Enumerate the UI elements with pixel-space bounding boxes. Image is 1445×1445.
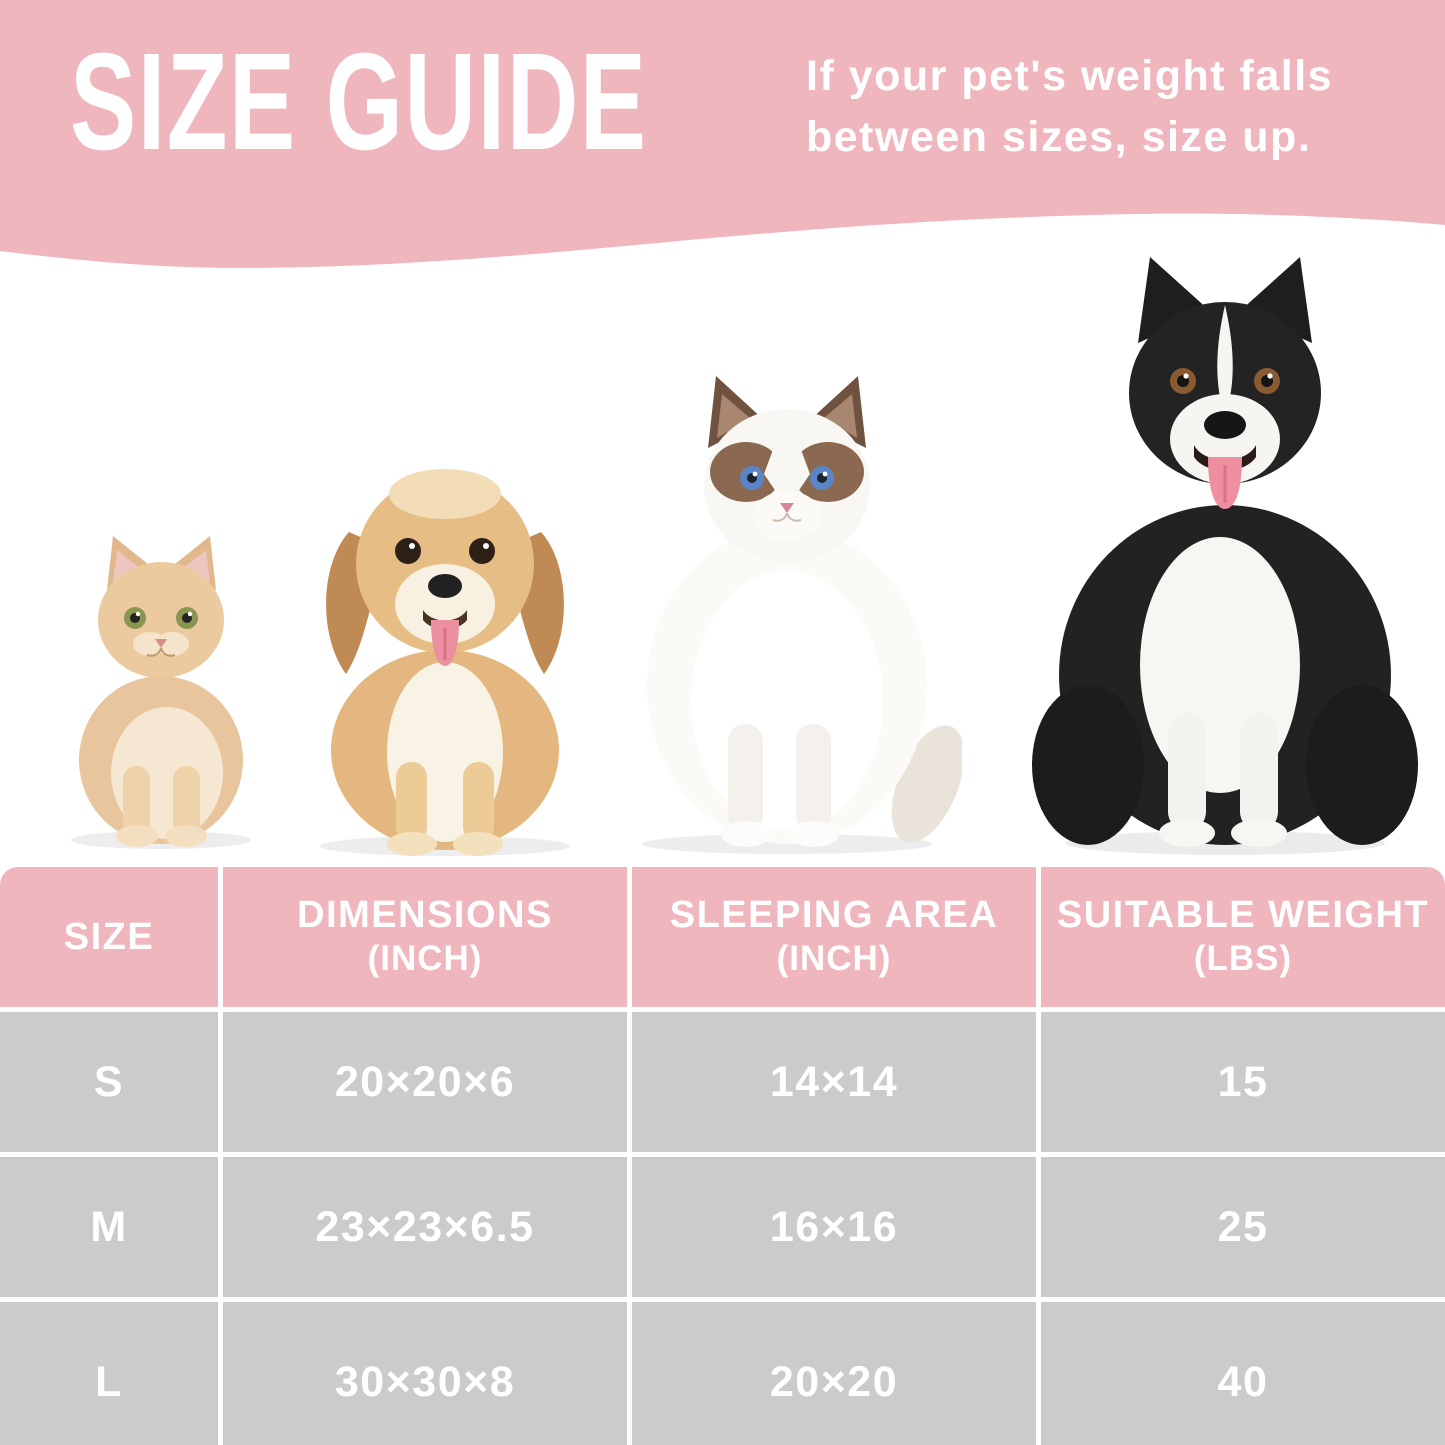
col-header-suitable-weight: SUITABLE WEIGHT (LBS) [1041,867,1445,1007]
col-header-size-label: SIZE [63,916,155,958]
col-header-dimensions-unit: (INCH) [367,939,483,978]
cell-s-dimensions: 20×20×6 [223,1012,627,1152]
pet-size-comparison [71,257,1418,856]
col-header-sleeping-area-unit: (INCH) [776,939,892,978]
cell-s-sleeping-area: 14×14 [632,1012,1036,1152]
col-header-suitable-weight-unit: (LBS) [1193,939,1293,978]
page-title: SIZE GUIDE [70,25,648,179]
banner-wave-background [0,0,1445,268]
size-table: SIZE DIMENSIONS (INCH) SLEEPING AREA (IN… [0,867,1445,1445]
ragdoll-cat-image [642,376,962,854]
cell-l-weight: 40 [1041,1302,1445,1445]
sizing-note: If your pet's weight falls between sizes… [806,46,1333,168]
ginger-cat-image [71,536,251,849]
cell-m-weight: 25 [1041,1157,1445,1297]
col-header-dimensions-label: DIMENSIONS [297,894,553,936]
cell-l-dimensions: 30×30×8 [223,1302,627,1445]
tan-puppy-image [320,469,570,856]
sizing-note-line1: If your pet's weight falls [806,52,1334,100]
border-collie-image [1032,257,1418,855]
col-header-suitable-weight-label: SUITABLE WEIGHT [1056,894,1430,936]
cell-m-sleeping-area: 16×16 [632,1157,1036,1297]
col-header-sleeping-area: SLEEPING AREA (INCH) [632,867,1036,1007]
cell-l-sleeping-area: 20×20 [632,1302,1036,1445]
col-header-size: SIZE [0,867,218,1007]
cell-s-size: S [0,1012,218,1152]
cell-l-size: L [0,1302,218,1445]
col-header-dimensions: DIMENSIONS (INCH) [223,867,627,1007]
col-header-sleeping-area-label: SLEEPING AREA [669,894,999,936]
cell-m-size: M [0,1157,218,1297]
cell-s-weight: 15 [1041,1012,1445,1152]
sizing-note-line2: between sizes, size up. [806,113,1312,161]
cell-m-dimensions: 23×23×6.5 [223,1157,627,1297]
